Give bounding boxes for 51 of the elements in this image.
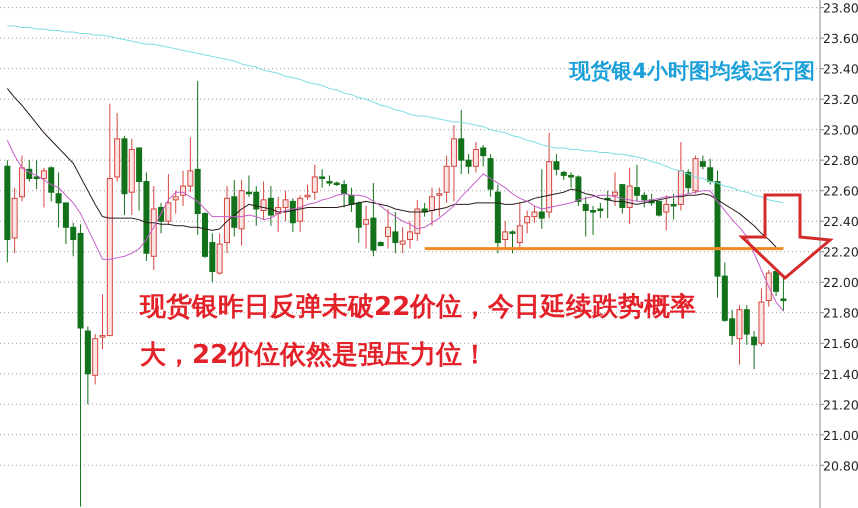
y-tick-label: 21.80	[823, 306, 858, 321]
candlestick	[400, 226, 406, 254]
annotation: 现货银昨日反弹未破22价位，今日延续跌势概率大，22价位依然是强压力位！	[140, 291, 698, 372]
candlestick	[780, 277, 786, 312]
y-tick-label: 23.20	[823, 92, 858, 108]
candlestick	[392, 212, 398, 254]
candlestick	[297, 194, 304, 232]
candlestick	[685, 168, 692, 194]
y-tick-label: 22.60	[823, 184, 858, 199]
candlestick	[428, 187, 435, 226]
y-tick-label: 23.00	[823, 122, 858, 138]
y-tick-label: 23.40	[823, 62, 858, 77]
candlestick	[260, 181, 267, 220]
candlestick	[480, 144, 486, 167]
line-series	[6, 88, 777, 248]
candlestick	[516, 202, 523, 250]
candlestick	[700, 155, 706, 170]
candlestick	[312, 164, 318, 200]
candlestick	[165, 173, 172, 225]
text: 现货银4小时图均线运行图	[568, 59, 815, 83]
candlestick	[538, 168, 545, 230]
candlestick	[472, 141, 479, 173]
y-tick-label: 21.00	[823, 428, 858, 443]
candlestick	[290, 198, 296, 232]
candlestick	[612, 172, 618, 206]
y-tick-label: 21.20	[823, 397, 858, 412]
candlestick	[670, 193, 677, 220]
y-tick-label: 23.60	[823, 31, 858, 46]
candlestick	[436, 187, 442, 218]
candlestick	[626, 167, 633, 225]
y-tick-label: 21.40	[823, 366, 858, 382]
candlestick	[40, 167, 47, 208]
candlestick	[663, 194, 670, 231]
candlestick	[502, 220, 508, 250]
candlestick	[363, 205, 370, 250]
y-tick-label: 22.40	[823, 214, 858, 230]
y-tick-label: 21.60	[823, 336, 858, 352]
candlestick	[304, 184, 310, 200]
candlestick	[268, 186, 274, 226]
candlestick	[510, 230, 516, 254]
candlestick	[319, 168, 326, 188]
y-tick-label: 23.80	[823, 0, 858, 16]
candlestick	[172, 190, 179, 214]
y-tick-label: 22.80	[823, 153, 858, 168]
y-tick-label: 22.20	[823, 244, 858, 260]
y-tick-label: 22.00	[823, 275, 858, 290]
candlestick	[619, 184, 626, 214]
candlestick	[553, 154, 560, 176]
y-tick-label: 20.80	[823, 458, 858, 474]
candlestick	[751, 330, 758, 370]
candlestick	[385, 208, 392, 250]
